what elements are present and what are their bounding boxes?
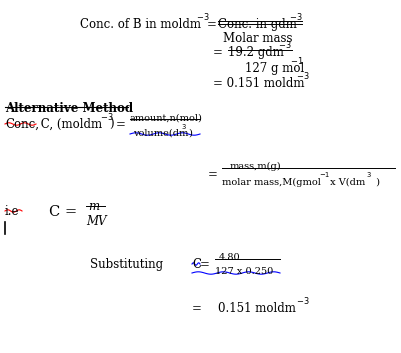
Text: 127 g mol: 127 g mol: [244, 62, 304, 75]
Text: $^{-1}$: $^{-1}$: [289, 57, 303, 70]
Text: $^{-3}$: $^{-3}$: [295, 72, 309, 85]
Text: = 0.151 moldm: = 0.151 moldm: [213, 77, 304, 90]
Text: C, (moldm: C, (moldm: [37, 118, 102, 131]
Text: 127 x 0.250: 127 x 0.250: [215, 267, 273, 276]
Text: 4.80: 4.80: [219, 253, 240, 262]
Text: ): ): [372, 178, 379, 187]
Text: 0.151 moldm: 0.151 moldm: [217, 302, 295, 315]
Text: Conc,: Conc,: [5, 118, 39, 131]
Text: =: =: [192, 302, 201, 315]
Text: =: =: [207, 168, 217, 181]
Text: $^{3}$: $^{3}$: [180, 125, 186, 134]
Text: C: C: [48, 205, 59, 219]
Text: Alternative Method: Alternative Method: [5, 102, 133, 115]
Text: ): ): [188, 129, 191, 138]
Text: mass,m(g): mass,m(g): [229, 162, 280, 171]
Text: Substituting: Substituting: [90, 258, 163, 271]
Text: ): ): [109, 118, 113, 131]
Text: $^{-1}$: $^{-1}$: [318, 173, 330, 182]
Text: $^{3}$: $^{3}$: [365, 173, 371, 182]
Text: Molar mass: Molar mass: [223, 32, 292, 45]
Text: MV: MV: [86, 215, 106, 228]
Text: i.e: i.e: [5, 205, 20, 218]
Text: $^{-3}$: $^{-3}$: [196, 13, 209, 26]
Text: Conc. in gdm: Conc. in gdm: [217, 18, 296, 31]
Text: =: =: [200, 258, 209, 271]
Text: $^{-3}$: $^{-3}$: [277, 41, 291, 54]
Text: $^{-3}$: $^{-3}$: [288, 13, 302, 26]
Text: x V(dm: x V(dm: [326, 178, 365, 187]
Text: $^{-3}$: $^{-3}$: [100, 113, 113, 126]
Text: =: =: [207, 18, 216, 31]
Text: m: m: [88, 200, 99, 213]
Text: C: C: [192, 258, 200, 271]
Text: =: =: [213, 46, 222, 59]
Text: Conc. of B in moldm: Conc. of B in moldm: [80, 18, 200, 31]
Text: =: =: [116, 118, 126, 131]
Text: volume(dm: volume(dm: [133, 129, 188, 138]
Text: amount,n(mol): amount,n(mol): [130, 114, 203, 123]
Text: =: =: [65, 205, 77, 219]
Text: $^{-3}$: $^{-3}$: [295, 297, 309, 310]
Text: 19.2 gdm: 19.2 gdm: [227, 46, 283, 59]
Text: molar mass,M(gmol: molar mass,M(gmol: [221, 178, 320, 187]
